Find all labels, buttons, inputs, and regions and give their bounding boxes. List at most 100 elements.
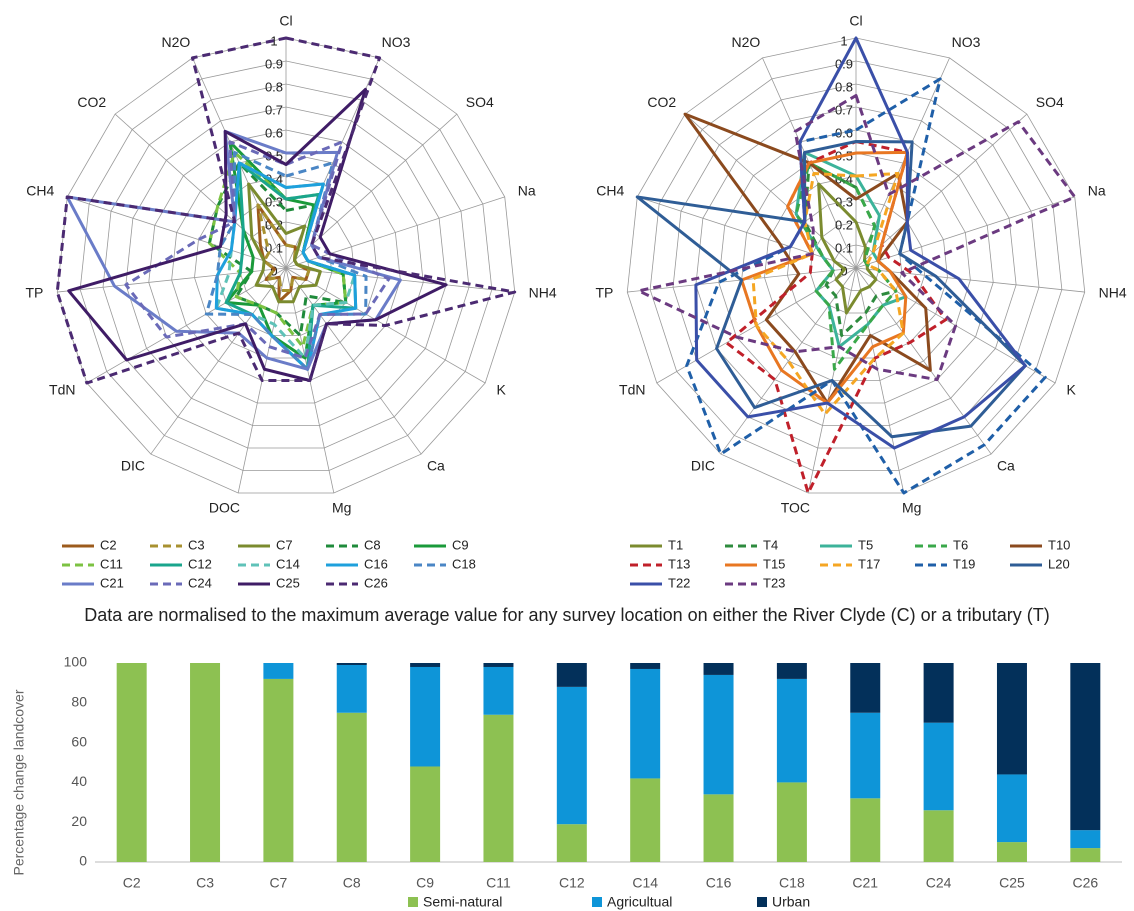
axis-label: Na	[518, 183, 536, 199]
bar-segment	[556, 663, 587, 687]
bar-segment	[923, 810, 954, 862]
spoke	[637, 196, 857, 269]
bar-segment	[1070, 830, 1101, 849]
x-tick-label: C25	[999, 875, 1025, 891]
x-tick-label: C3	[196, 875, 214, 891]
radar-line	[694, 36, 1027, 450]
r-tick-label: 0.8	[835, 79, 853, 94]
legend-label: Urban	[772, 894, 810, 910]
bar-segment	[850, 798, 881, 862]
legend-label: T19	[953, 556, 975, 571]
bar-segment	[336, 712, 367, 862]
grid-ring	[79, 60, 493, 471]
spoke	[285, 196, 505, 269]
bar-segment	[483, 714, 514, 862]
bar-segment	[630, 663, 661, 669]
bar-segment	[776, 663, 807, 679]
axis-label: CO2	[77, 94, 106, 110]
axis-label: Cl	[849, 13, 862, 29]
radar-line	[256, 203, 311, 292]
radar-line	[214, 161, 358, 371]
axis-label: Na	[1088, 183, 1106, 199]
legend-label: C7	[276, 537, 293, 552]
spoke	[150, 267, 287, 455]
bar-segment	[923, 722, 954, 811]
legend-label: T4	[763, 537, 778, 552]
r-tick-label: 0.6	[835, 125, 853, 140]
legend-label: T1	[668, 537, 683, 552]
bar-segment	[630, 778, 661, 862]
caption: Data are normalised to the maximum avera…	[84, 605, 1049, 625]
axis-label: Mg	[332, 499, 351, 515]
bar-segment	[703, 794, 734, 862]
y-tick-label: 20	[71, 813, 87, 829]
legend-label: C14	[276, 556, 300, 571]
axis-label: SO4	[1036, 94, 1064, 110]
bar-segment	[850, 712, 881, 799]
x-tick-label: C14	[632, 875, 658, 891]
axis-label: TOC	[781, 499, 810, 515]
legend-label: C11	[100, 556, 123, 571]
bar-segment	[410, 666, 441, 767]
legend-label: T23	[763, 575, 785, 590]
x-tick-label: C26	[1072, 875, 1098, 891]
legend-label: Semi-natural	[423, 894, 502, 910]
r-tick-label: 0.8	[265, 79, 283, 94]
grid-ring	[194, 175, 378, 359]
bar-segment	[703, 663, 734, 675]
axis-label: DOC	[209, 499, 240, 515]
r-tick-label: 0.2	[835, 217, 853, 232]
x-tick-label: C18	[779, 875, 805, 891]
bar-segment	[996, 663, 1027, 775]
spoke	[86, 267, 287, 384]
bar-segment	[410, 663, 441, 667]
bar-segment	[556, 686, 587, 825]
radar-line	[247, 182, 322, 304]
axis-label: Cl	[279, 13, 292, 29]
spoke	[855, 196, 1075, 269]
legend-label: T22	[668, 575, 690, 590]
x-tick-label: C24	[926, 875, 952, 891]
axis-label: SO4	[466, 94, 494, 110]
legend-label: C26	[364, 575, 388, 590]
axis-label: CH4	[596, 183, 624, 199]
spoke	[67, 196, 287, 269]
x-tick-label: C16	[706, 875, 732, 891]
y-tick-label: 80	[71, 694, 87, 710]
legend-label: C3	[188, 537, 205, 552]
legend-label: C9	[452, 537, 469, 552]
radar-line	[751, 171, 905, 416]
axis-label: DIC	[691, 458, 715, 474]
r-tick-label: 1	[270, 33, 277, 48]
x-tick-label: C2	[123, 875, 141, 891]
y-tick-label: 100	[64, 654, 88, 670]
grid-ring	[102, 83, 470, 449]
r-tick-label: 0.6	[265, 125, 283, 140]
x-tick-label: C7	[269, 875, 287, 891]
axis-label: NO3	[952, 34, 981, 50]
legend-label: T17	[858, 556, 880, 571]
axis-label: NH4	[529, 284, 557, 300]
legend-label: T6	[953, 537, 968, 552]
bar-segment	[776, 678, 807, 783]
bar-segment	[410, 766, 441, 862]
axis-label: TdN	[49, 382, 75, 398]
radar-line	[67, 87, 448, 382]
grid-ring	[125, 106, 447, 426]
axis-label: TP	[595, 284, 613, 300]
spoke	[285, 267, 422, 455]
bar-segment	[923, 663, 954, 723]
grid-ring	[672, 83, 1040, 449]
axis-label: Ca	[427, 458, 445, 474]
spoke	[855, 267, 1085, 293]
bar-segment	[996, 774, 1027, 843]
r-tick-label: 0.3	[265, 194, 283, 209]
y-tick-label: 40	[71, 773, 87, 789]
bar-segment	[703, 674, 734, 795]
legend-label: T15	[763, 556, 785, 571]
bar-segment	[996, 842, 1027, 862]
bar-segment	[630, 668, 661, 779]
bar-segment	[483, 663, 514, 667]
bar-segment	[850, 663, 881, 713]
